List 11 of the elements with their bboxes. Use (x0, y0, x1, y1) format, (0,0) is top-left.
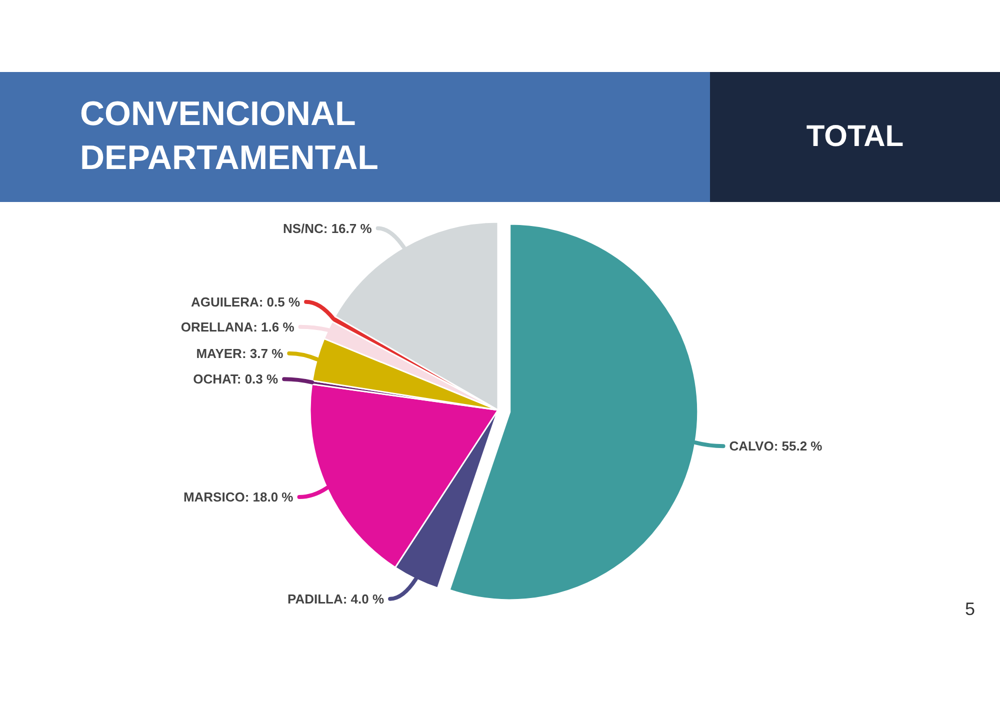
chart-title: CONVENCIONAL DEPARTAMENTAL (80, 95, 378, 177)
slice-label: OCHAT: 0.3 % (193, 372, 279, 387)
slice-label: MARSICO: 18.0 % (183, 490, 294, 505)
slice-label: AGUILERA: 0.5 % (190, 294, 300, 310)
slice-label: PADILLA: 4.0 % (288, 591, 384, 606)
chart-subtitle: TOTAL (806, 120, 904, 153)
slice-label: MAYER: 3.7 % (196, 346, 284, 361)
text: 5 (964, 599, 975, 619)
slice-label: ORELLANA: 1.6 % (180, 319, 295, 334)
slice-label: NS/NC: 16.7 % (282, 220, 372, 236)
slice-label: CALVO: 55.2 % (729, 438, 823, 454)
